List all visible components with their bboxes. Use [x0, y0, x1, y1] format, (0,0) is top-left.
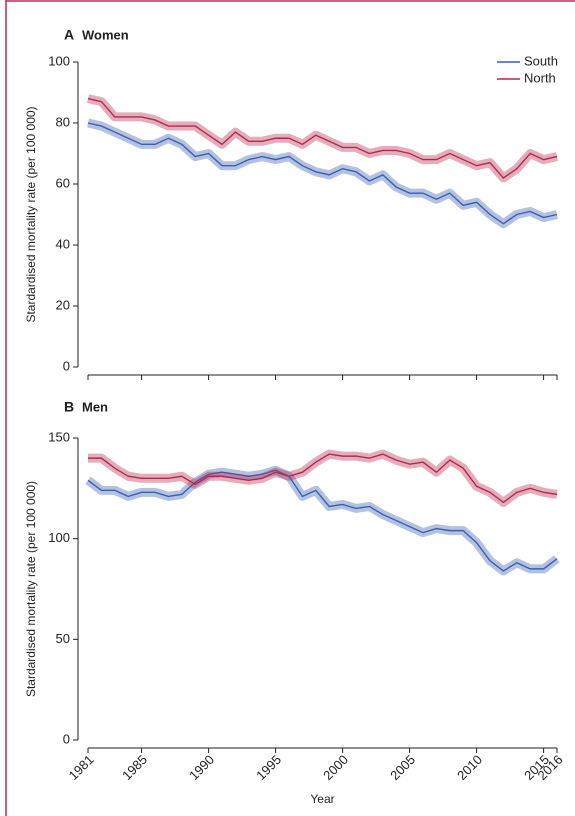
x-tick-label: 1981	[65, 752, 96, 783]
x-tick-label: 1985	[119, 752, 150, 783]
y-tick-label: 50	[56, 631, 70, 646]
y-tick-label: 20	[56, 297, 70, 312]
y-axis-label: Stardardised mortality rate (per 100 000…	[24, 481, 38, 697]
panel-title: Men	[82, 399, 108, 414]
x-tick-label: 2010	[454, 752, 485, 783]
x-tick-label: 1995	[253, 752, 284, 783]
y-tick-label: 0	[63, 731, 70, 746]
series-line	[88, 453, 558, 504]
y-tick-label: 100	[48, 530, 70, 545]
x-axis-label: Year	[310, 792, 334, 806]
y-tick-label: 80	[56, 114, 70, 129]
panel-label: A	[64, 27, 74, 43]
y-tick-label: 60	[56, 175, 70, 190]
series-line	[87, 469, 558, 572]
legend-label: South	[524, 53, 558, 68]
x-tick-label: 2000	[320, 752, 351, 783]
y-axis-label: Stardardised mortality rate (per 100 000…	[24, 106, 38, 322]
y-tick-label: 40	[56, 236, 70, 251]
x-tick-label: 2005	[387, 752, 418, 783]
y-tick-label: 0	[63, 358, 70, 373]
y-tick-label: 100	[48, 53, 70, 68]
series-line	[87, 122, 558, 225]
x-tick-label: 1990	[186, 752, 217, 783]
panel-label: B	[64, 399, 74, 415]
legend-label: North	[524, 70, 556, 85]
y-tick-label: 150	[48, 429, 70, 444]
series-line	[87, 97, 558, 179]
panel-title: Women	[82, 27, 129, 42]
